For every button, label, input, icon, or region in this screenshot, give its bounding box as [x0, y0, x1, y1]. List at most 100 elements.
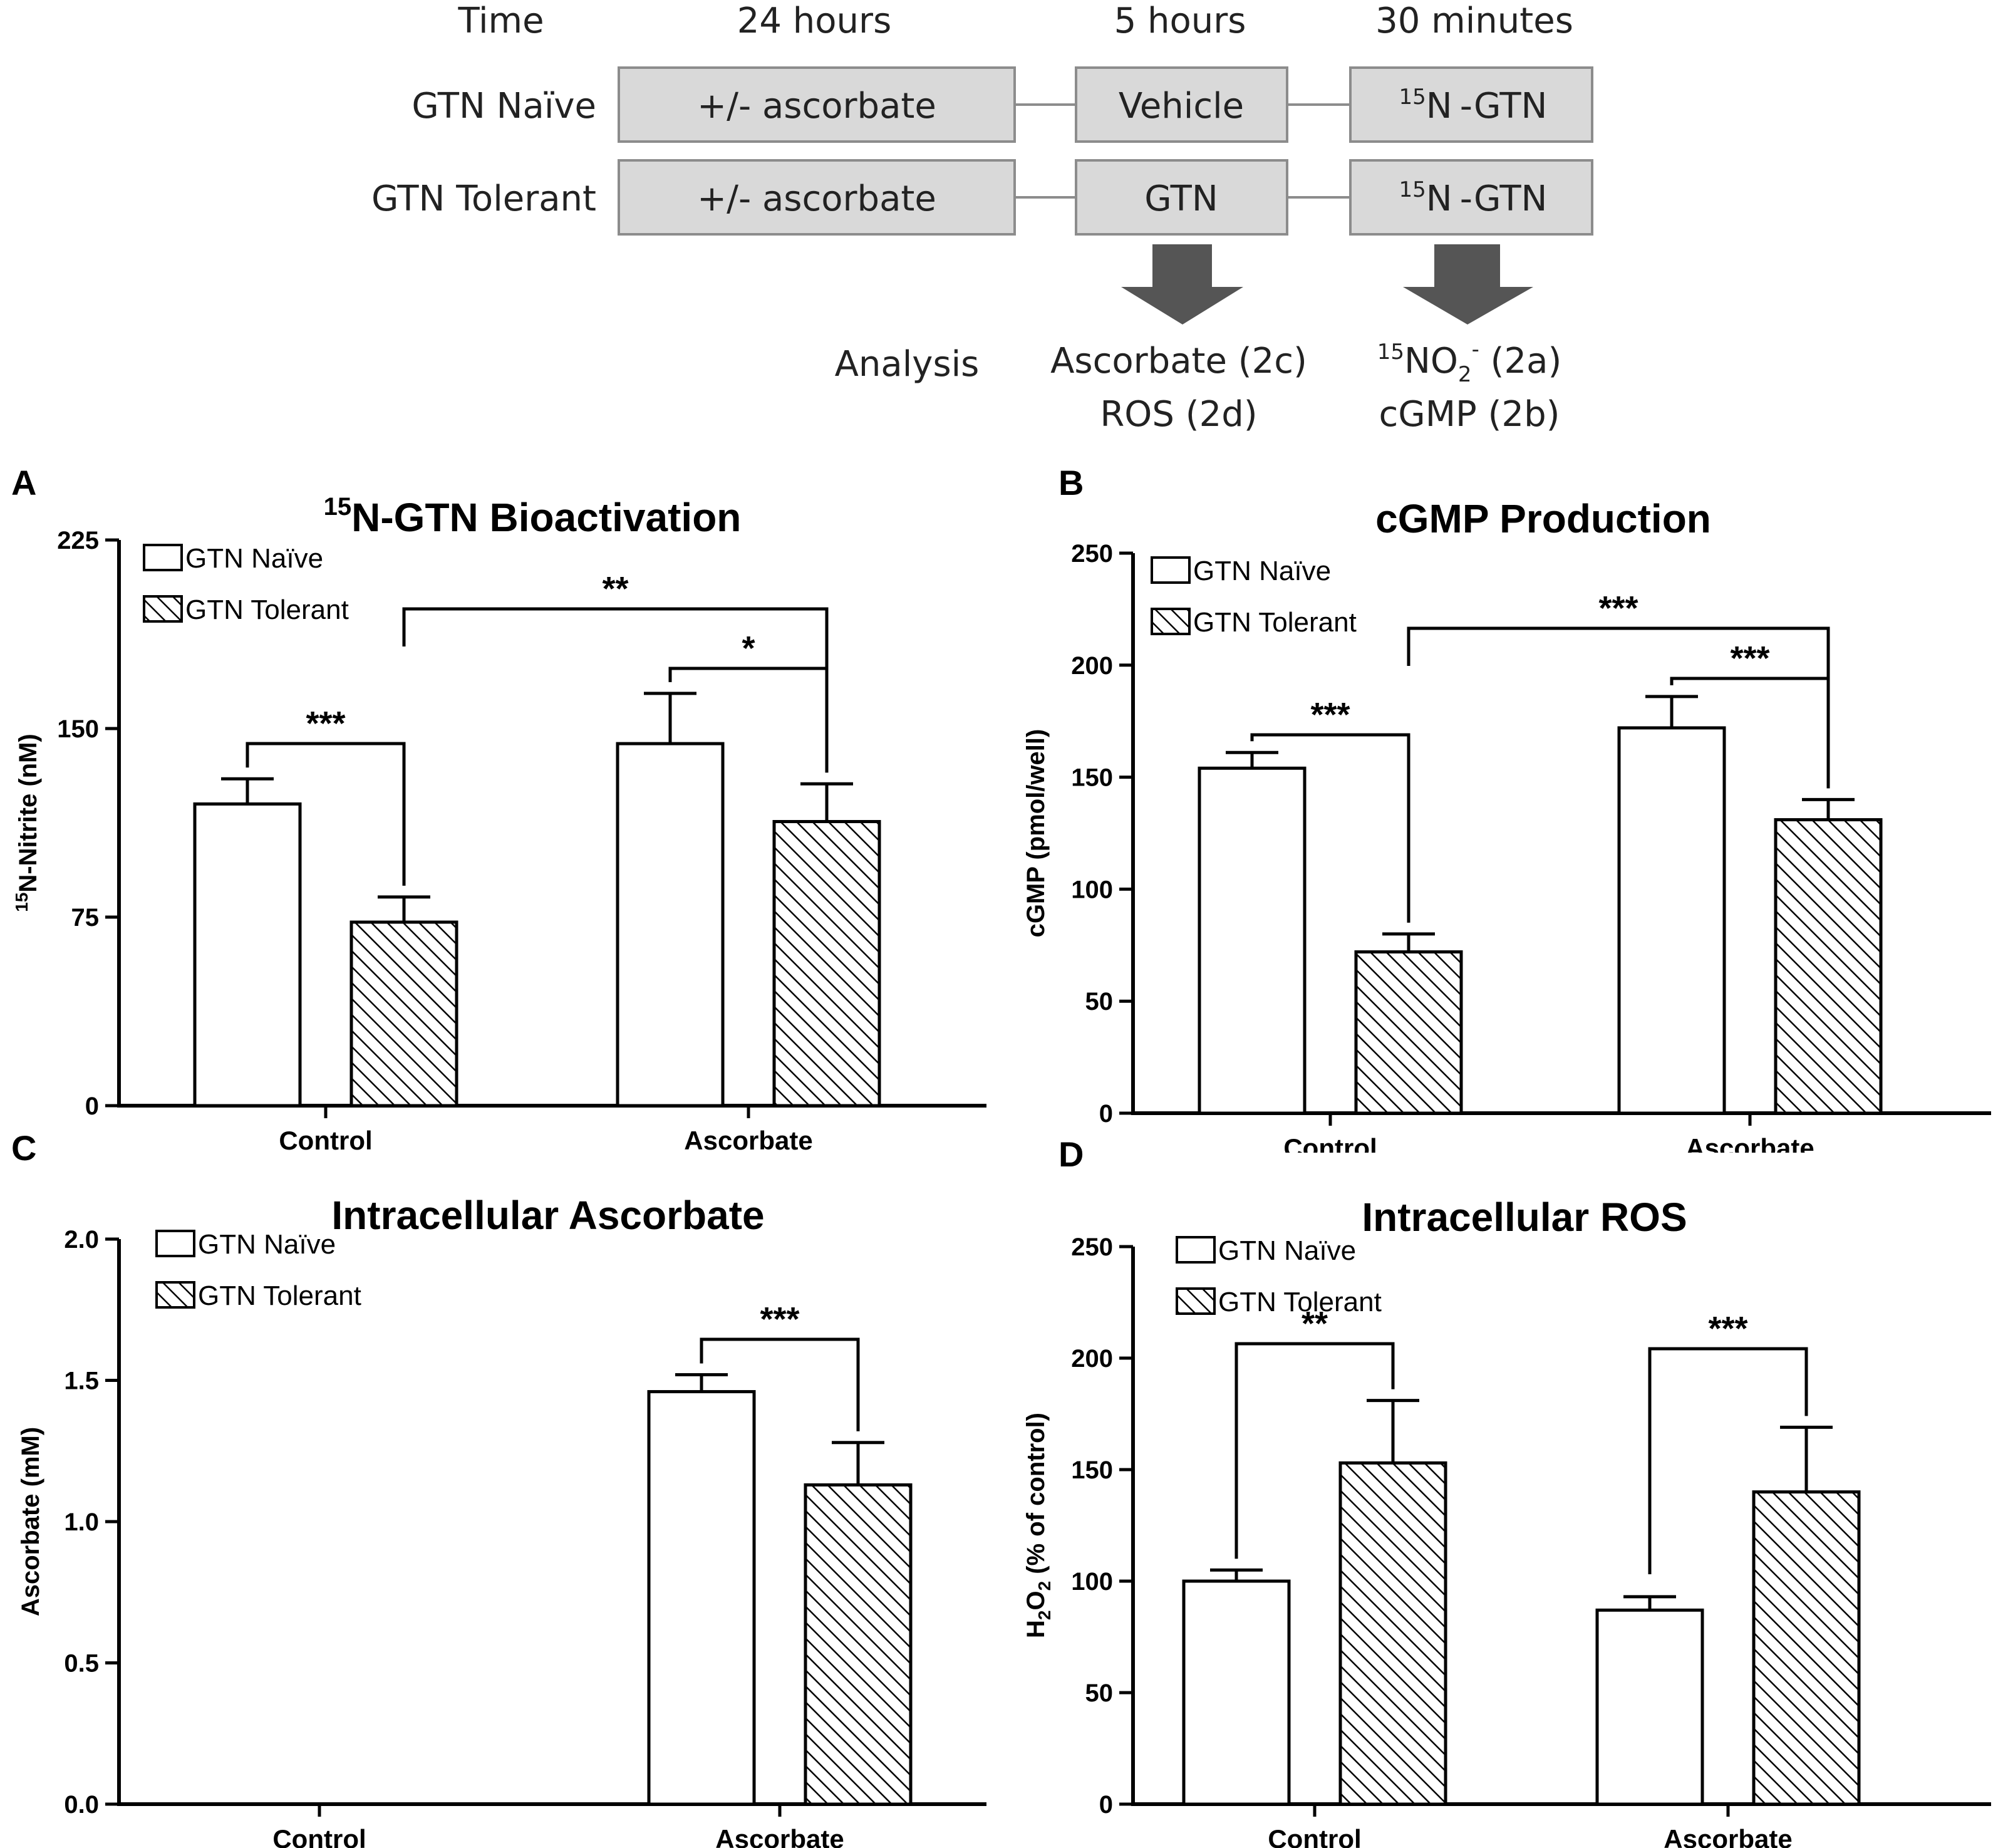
chart-title: 15N-GTN Bioactivation [324, 493, 742, 540]
y-tick-label: 225 [57, 527, 99, 554]
y-tick-label: 100 [1071, 1568, 1113, 1596]
y-axis-label-sup: 15 [12, 893, 31, 912]
y-tick-label: 0.0 [64, 1791, 99, 1819]
isotope-compound: -GTN [1460, 86, 1548, 127]
significance-bracket [402, 607, 829, 773]
down-arrow-icon [1121, 244, 1243, 324]
y-axis-label-text: Ascorbate (mM) [17, 1427, 44, 1616]
analysis-nitrite: 15NO2- (2a) [1377, 337, 1562, 387]
significance-label: * [742, 630, 755, 667]
step-box-label: +/- ascorbate [697, 86, 936, 127]
y-axis-label-part: H [1022, 1620, 1050, 1638]
significance-label: ** [1302, 1305, 1328, 1342]
nitrite-sup: 15 [1377, 340, 1404, 365]
step-box-label: Vehicle [1119, 86, 1244, 127]
panel-letter-b: B [1058, 463, 1084, 502]
x-tick-label: Control [1268, 1824, 1361, 1848]
nitrite-base: NO [1404, 341, 1458, 382]
step-box [618, 66, 1016, 143]
duration-24h: 24 hours [737, 1, 892, 41]
bar-gtn-tolerant [1354, 950, 1463, 1115]
down-arrow-icon [1403, 244, 1533, 324]
chart-title-sup: 15 [324, 493, 352, 521]
duration-30min: 30 minutes [1375, 1, 1573, 41]
legend-label-tolerant: GTN Tolerant [185, 594, 349, 625]
step-box [1349, 66, 1593, 143]
chart-title: cGMP Production [1375, 496, 1711, 541]
bar-gtn-tolerant [1774, 818, 1883, 1115]
y-axis-label-sub: 2 [1035, 1611, 1054, 1621]
analysis-ascorbate: Ascorbate (2c) [1050, 341, 1307, 382]
y-tick-label: 50 [1085, 988, 1114, 1015]
nitrite-sub: 2 [1458, 362, 1472, 387]
y-axis-label: H2O2 (% of control) [1022, 1413, 1054, 1638]
legend-label-naive: GTN Naïve [185, 543, 323, 574]
x-tick-label: Ascorbate [1664, 1824, 1792, 1848]
y-axis-label: Ascorbate (mM) [17, 1427, 44, 1616]
significance-label: *** [760, 1300, 799, 1338]
chart-title: Intracellular ROS [1362, 1195, 1687, 1240]
nitrite-tail: (2a) [1479, 341, 1561, 382]
row-label-naive: GTN Naïve [411, 86, 596, 127]
y-tick-label: 0 [85, 1093, 99, 1120]
panel-letter-a: A [11, 463, 37, 502]
significance-bracket [246, 742, 406, 886]
legend-label-naive: GTN Naïve [1193, 556, 1331, 586]
analysis-ros: ROS (2d) [1100, 394, 1257, 435]
nitrite-charge: - [1472, 337, 1479, 362]
chart-title-text: Intracellular ROS [1362, 1195, 1687, 1240]
step-box-label: GTN [1144, 179, 1218, 219]
step-box-label: +/- ascorbate [697, 179, 936, 219]
bar-gtn-naive [1198, 766, 1307, 1115]
legend-label-tolerant: GTN Tolerant [198, 1280, 361, 1311]
y-axis-label: cGMP (pmol/well) [1022, 729, 1050, 938]
legend-swatch-tolerant [1176, 1287, 1216, 1315]
chart-panel-c: Intracellular Ascorbate Ascorbate (mM) 0.0… [17, 1193, 986, 1848]
y-tick-label: 75 [71, 904, 100, 932]
significance-label: *** [1730, 640, 1769, 677]
bar-gtn-naive [616, 742, 725, 1108]
y-tick-label: 150 [57, 715, 99, 743]
significance-bracket [1250, 733, 1410, 923]
isotope-compound: -GTN [1460, 179, 1548, 219]
y-tick-label: 250 [1071, 540, 1113, 568]
y-tick-label: 0 [1099, 1100, 1113, 1128]
y-tick-label: 200 [1071, 1345, 1113, 1373]
x-tick-label: Control [1283, 1133, 1377, 1153]
analysis-label: Analysis [835, 344, 980, 385]
legend-swatch-tolerant [143, 595, 183, 623]
significance-bracket [700, 1337, 860, 1431]
row-label-tolerant: GTN Tolerant [371, 179, 596, 219]
y-axis-label-text: N-Nitrite (nM) [14, 734, 42, 892]
legend-label-naive: GTN Naïve [198, 1229, 336, 1260]
significance-label: *** [306, 705, 345, 742]
significance-label: *** [1598, 589, 1638, 627]
significance-bracket [1407, 626, 1830, 789]
legend-label-tolerant: GTN Tolerant [1218, 1287, 1382, 1317]
legend-swatch-tolerant [155, 1281, 195, 1309]
step-box-label: 15N -GTN [1399, 177, 1548, 219]
x-tick-label: Ascorbate [684, 1126, 812, 1153]
y-tick-label: 100 [1071, 876, 1113, 903]
isotope-base: N [1426, 86, 1452, 127]
legend-swatch-naive [1151, 556, 1191, 584]
bar-gtn-tolerant [772, 819, 881, 1108]
legend-swatch-tolerant [1151, 608, 1191, 635]
chart-title-text: Intracellular Ascorbate [331, 1193, 764, 1238]
y-tick-label: 0 [1099, 1791, 1113, 1819]
significance-bracket [1234, 1342, 1395, 1559]
significance-label: ** [602, 570, 628, 608]
bar-gtn-naive [1617, 726, 1726, 1115]
y-tick-label: 200 [1071, 652, 1113, 680]
x-tick-label: Ascorbate [1685, 1133, 1814, 1153]
step-box-label: 15N -GTN [1399, 85, 1548, 127]
chart-title-text: N-GTN Bioactivation [351, 495, 741, 540]
panel-letter-d: D [1058, 1134, 1084, 1174]
step-box [1075, 159, 1288, 236]
significance-label: *** [1708, 1310, 1747, 1347]
panel-letter-c: C [11, 1128, 37, 1168]
x-tick-label: Control [272, 1824, 366, 1848]
legend-label-tolerant: GTN Tolerant [1193, 607, 1357, 638]
bar-gtn-naive [1595, 1608, 1704, 1806]
